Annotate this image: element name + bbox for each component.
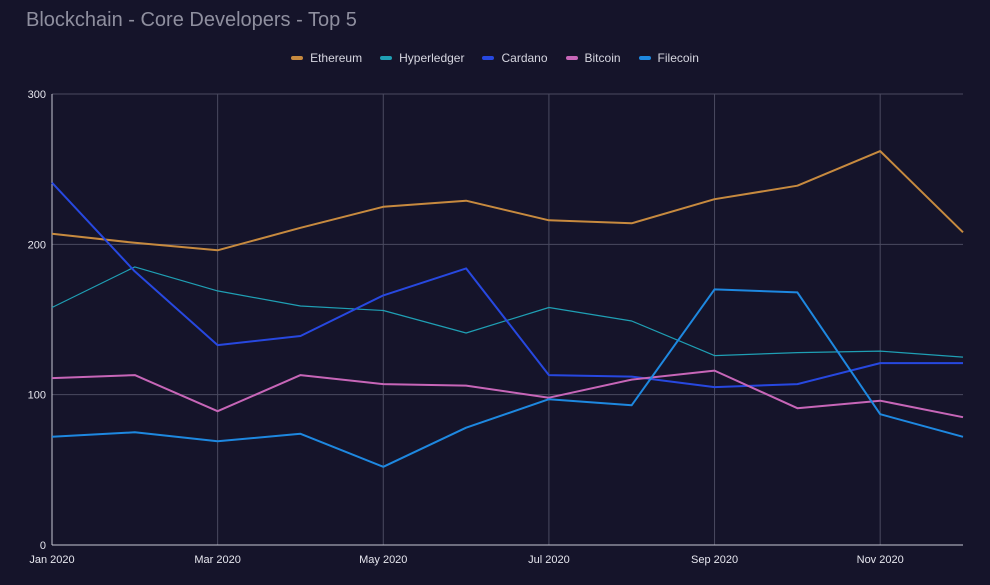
legend-label-filecoin: Filecoin: [657, 51, 699, 65]
legend-label-hyperledger: Hyperledger: [399, 51, 465, 65]
legend: Ethereum Hyperledger Cardano Bitcoin Fil…: [0, 51, 990, 65]
x-tick-label: Mar 2020: [194, 554, 240, 566]
legend-item-hyperledger[interactable]: Hyperledger: [380, 51, 464, 65]
legend-item-ethereum[interactable]: Ethereum: [291, 51, 362, 65]
y-tick-label: 100: [28, 390, 46, 402]
legend-item-cardano[interactable]: Cardano: [482, 51, 548, 65]
legend-swatch-cardano: [482, 56, 495, 60]
x-tick-label: May 2020: [359, 554, 407, 566]
x-tick-label: Jan 2020: [29, 554, 74, 566]
y-tick-label: 200: [28, 239, 46, 251]
x-tick-label: Sep 2020: [691, 554, 738, 566]
series-line-bitcoin: [51, 369, 964, 419]
legend-swatch-ethereum: [291, 56, 304, 60]
legend-label-bitcoin: Bitcoin: [584, 51, 621, 65]
legend-swatch-hyperledger: [380, 56, 393, 60]
chart-title: Blockchain - Core Developers - Top 5: [26, 9, 357, 31]
series-line-cardano: [51, 182, 963, 389]
legend-label-cardano: Cardano: [501, 51, 548, 65]
legend-swatch-filecoin: [638, 56, 651, 60]
series-line-ethereum: [51, 150, 964, 252]
y-tick-label: 0: [40, 540, 46, 552]
series-line-hyperledger: [51, 266, 964, 358]
legend-item-bitcoin[interactable]: Bitcoin: [565, 51, 621, 65]
series-line-filecoin: [51, 288, 964, 468]
x-tick-label: Nov 2020: [857, 554, 904, 566]
y-tick-label: 300: [28, 89, 46, 101]
legend-item-filecoin[interactable]: Filecoin: [638, 51, 699, 65]
legend-swatch-bitcoin: [565, 56, 578, 60]
x-tick-label: Jul 2020: [528, 554, 570, 566]
legend-label-ethereum: Ethereum: [310, 51, 363, 65]
